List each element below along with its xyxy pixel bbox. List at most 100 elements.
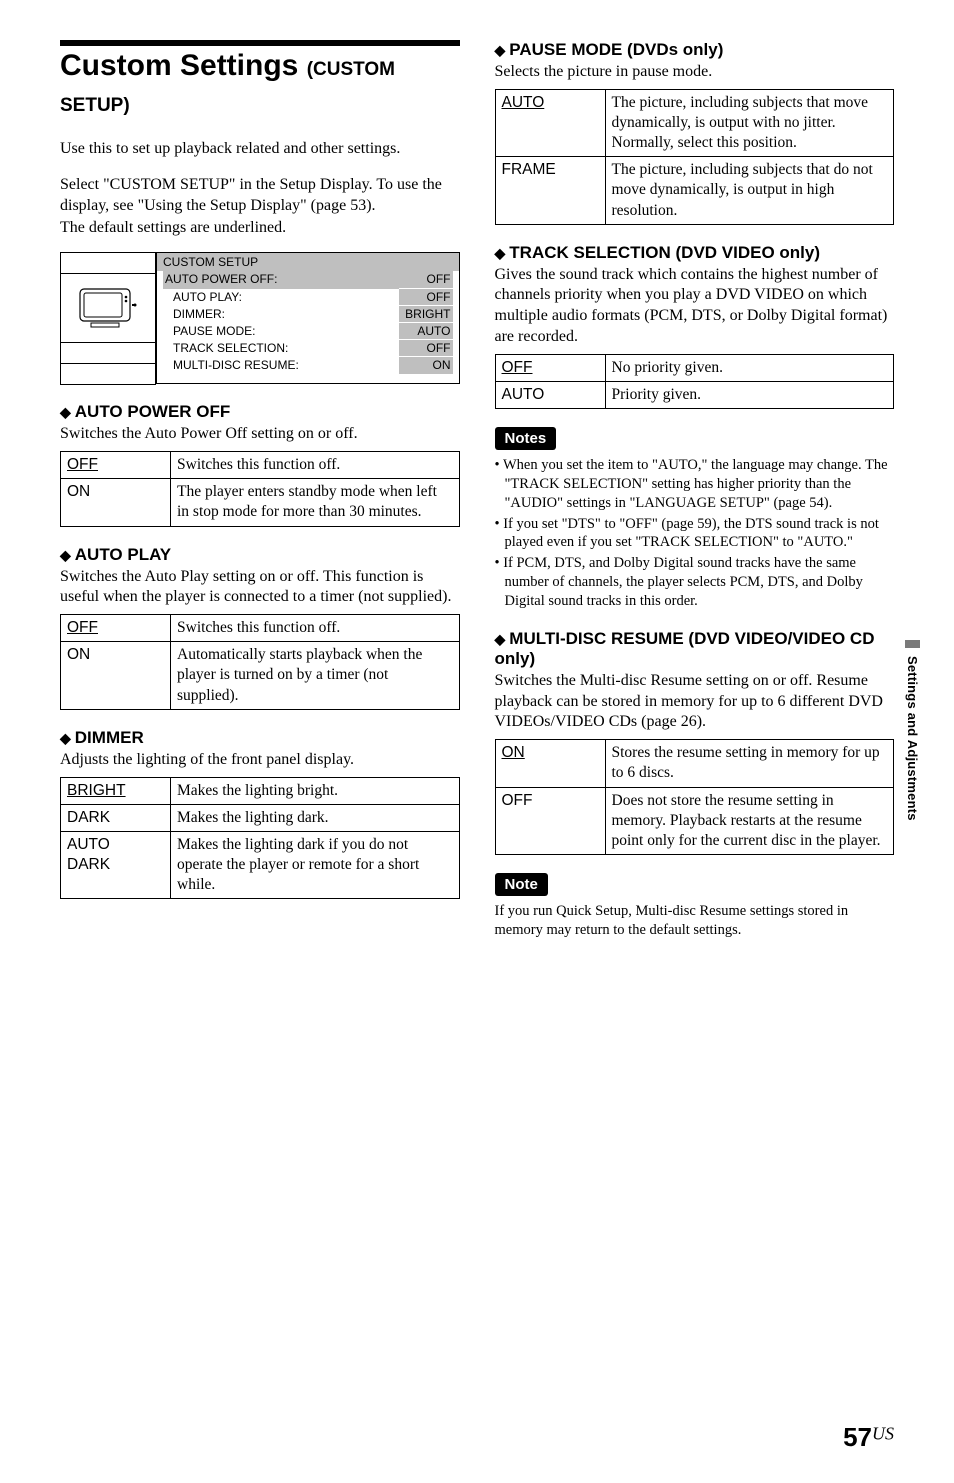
table-row: OFF Switches this function off. — [61, 452, 460, 479]
option-val: Switches this function off. — [171, 615, 460, 642]
auto-play-table: OFF Switches this function off. ON Autom… — [60, 614, 460, 710]
diamond-icon: ◆ — [495, 631, 506, 647]
table-row: AUTO DARK Makes the lighting dark if you… — [61, 831, 460, 898]
setup-row: AUTO POWER OFF: OFF — [163, 271, 453, 288]
page-number: 57US — [843, 1422, 894, 1453]
title-main: Custom Settings — [60, 49, 307, 82]
section-title: AUTO PLAY — [75, 545, 171, 564]
multi-disc-table: ON Stores the resume setting in memory f… — [495, 739, 895, 855]
table-row: ON Stores the resume setting in memory f… — [495, 740, 894, 787]
option-val: Makes the lighting dark. — [171, 804, 460, 831]
diamond-icon: ◆ — [60, 404, 71, 420]
diamond-icon: ◆ — [495, 245, 506, 261]
track-selection-table: OFF No priority given. AUTO Priority giv… — [495, 354, 895, 409]
dimmer-table: BRIGHT Makes the lighting bright. DARK M… — [60, 777, 460, 900]
section-desc: Switches the Auto Play setting on or off… — [60, 567, 460, 609]
section-head-auto-power-off: ◆AUTO POWER OFF — [60, 402, 460, 422]
setup-row-value: OFF — [399, 289, 453, 305]
section-head-auto-play: ◆AUTO PLAY — [60, 545, 460, 565]
setup-row: PAUSE MODE: AUTO — [163, 323, 453, 340]
section-desc: Gives the sound track which contains the… — [495, 265, 895, 348]
note-item: If you set "DTS" to "OFF" (page 59), the… — [495, 515, 895, 553]
setup-icon-column — [60, 252, 156, 384]
table-row: AUTO Priority given. — [495, 381, 894, 408]
diamond-icon: ◆ — [60, 730, 71, 746]
intro-text-2: Select "CUSTOM SETUP" in the Setup Displ… — [60, 174, 460, 239]
right-column: ◆PAUSE MODE (DVDs only) Selects the pict… — [495, 40, 895, 940]
option-key: AUTO — [495, 381, 605, 408]
table-row: OFF No priority given. — [495, 354, 894, 381]
setup-row-label: AUTO POWER OFF: — [163, 271, 399, 288]
setup-row: DIMMER: BRIGHT — [163, 306, 453, 323]
setup-row: AUTO PLAY: OFF — [163, 289, 453, 306]
section-desc: Adjusts the lighting of the front panel … — [60, 750, 460, 771]
setup-icon-cell — [60, 252, 156, 274]
option-key: BRIGHT — [61, 777, 171, 804]
section-desc: Switches the Multi-disc Resume setting o… — [495, 671, 895, 733]
setup-rows: AUTO POWER OFF: OFF AUTO PLAY: OFF DIMME… — [157, 271, 459, 378]
note-item: If PCM, DTS, and Dolby Digital sound tra… — [495, 554, 895, 611]
setup-header: CUSTOM SETUP — [157, 253, 459, 271]
section-desc: Switches the Auto Power Off setting on o… — [60, 424, 460, 445]
note-tag: Note — [495, 873, 548, 896]
setup-row-value: ON — [399, 357, 453, 373]
option-key: OFF — [61, 452, 171, 479]
option-key: ON — [61, 479, 171, 526]
option-key: OFF — [495, 787, 605, 854]
section-title: DIMMER — [75, 728, 144, 747]
table-row: OFF Switches this function off. — [61, 615, 460, 642]
option-val: Switches this function off. — [171, 452, 460, 479]
option-key: DARK — [61, 804, 171, 831]
table-row: ON Automatically starts playback when th… — [61, 642, 460, 709]
setup-main-panel: CUSTOM SETUP AUTO POWER OFF: OFF AUTO PL… — [156, 252, 460, 384]
tv-icon — [77, 285, 139, 331]
auto-power-off-table: OFF Switches this function off. ON The p… — [60, 451, 460, 526]
setup-row-value: BRIGHT — [399, 306, 453, 322]
setup-row-value: AUTO — [399, 323, 453, 339]
option-key: AUTO DARK — [61, 831, 171, 898]
setup-row-label: TRACK SELECTION: — [163, 340, 288, 357]
left-column: Custom Settings (CUSTOM SETUP) Use this … — [60, 40, 460, 940]
section-title: PAUSE MODE (DVDs only) — [509, 40, 723, 59]
option-val: No priority given. — [605, 354, 894, 381]
setup-row-label: AUTO PLAY: — [163, 289, 242, 306]
side-tab: Settings and Adjustments — [905, 640, 920, 821]
diamond-icon: ◆ — [495, 42, 506, 58]
setup-icon-cell — [60, 342, 156, 364]
section-title: MULTI-DISC RESUME (DVD VIDEO/VIDEO CD on… — [495, 629, 875, 668]
setup-display-box: CUSTOM SETUP AUTO POWER OFF: OFF AUTO PL… — [60, 252, 460, 384]
single-note: If you run Quick Setup, Multi-disc Resum… — [495, 902, 895, 940]
section-desc: Selects the picture in pause mode. — [495, 62, 895, 83]
table-row: FRAME The picture, including subjects th… — [495, 157, 894, 224]
pause-mode-table: AUTO The picture, including subjects tha… — [495, 89, 895, 225]
option-val: The picture, including subjects that do … — [605, 157, 894, 224]
table-row: ON The player enters standby mode when l… — [61, 479, 460, 526]
diamond-icon: ◆ — [60, 547, 71, 563]
notes-tag: Notes — [495, 427, 557, 450]
table-row: AUTO The picture, including subjects tha… — [495, 89, 894, 156]
setup-tv-icon-cell — [60, 273, 156, 343]
option-val: Makes the lighting dark if you do not op… — [171, 831, 460, 898]
option-val: Priority given. — [605, 381, 894, 408]
setup-row: MULTI-DISC RESUME: ON — [163, 357, 453, 374]
setup-row-label: PAUSE MODE: — [163, 323, 255, 340]
option-key: FRAME — [495, 157, 605, 224]
section-title: TRACK SELECTION (DVD VIDEO only) — [509, 243, 820, 262]
option-val: Does not store the resume setting in mem… — [605, 787, 894, 854]
option-val: Stores the resume setting in memory for … — [605, 740, 894, 787]
table-row: DARK Makes the lighting dark. — [61, 804, 460, 831]
section-head-pause-mode: ◆PAUSE MODE (DVDs only) — [495, 40, 895, 60]
option-val: The picture, including subjects that mov… — [605, 89, 894, 156]
section-title: AUTO POWER OFF — [75, 402, 231, 421]
setup-row: TRACK SELECTION: OFF — [163, 340, 453, 357]
option-val: The player enters standby mode when left… — [171, 479, 460, 526]
section-head-track-selection: ◆TRACK SELECTION (DVD VIDEO only) — [495, 243, 895, 263]
option-key: ON — [495, 740, 605, 787]
page-title: Custom Settings (CUSTOM SETUP) — [60, 48, 460, 120]
page-number-value: 57 — [843, 1422, 872, 1452]
setup-row-label: MULTI-DISC RESUME: — [163, 357, 299, 374]
option-val: Automatically starts playback when the p… — [171, 642, 460, 709]
setup-row-value: OFF — [399, 271, 453, 287]
setup-row-label: DIMMER: — [163, 306, 225, 323]
table-row: OFF Does not store the resume setting in… — [495, 787, 894, 854]
